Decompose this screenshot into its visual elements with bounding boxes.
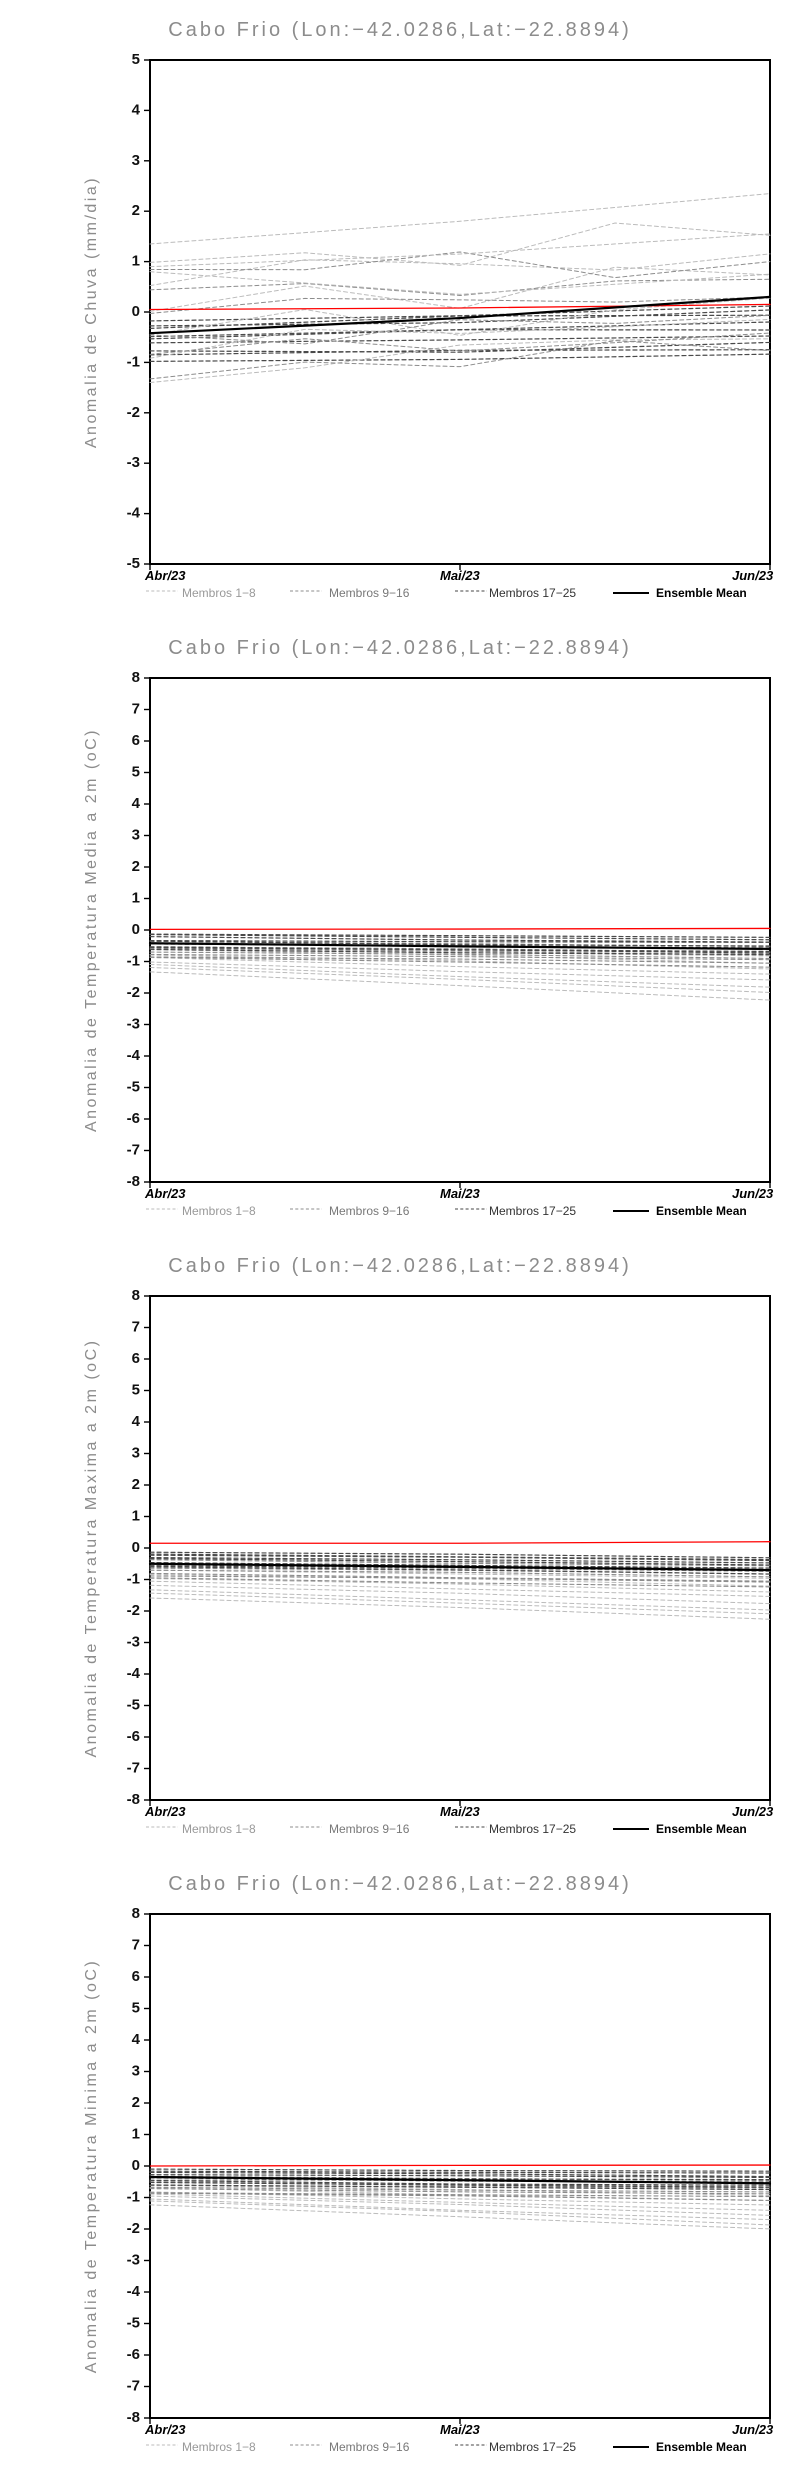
svg-text:6: 6 — [132, 1968, 140, 1985]
svg-text:7: 7 — [132, 1318, 140, 1335]
svg-text:1: 1 — [132, 1507, 140, 1524]
svg-text:-6: -6 — [127, 1110, 140, 1127]
svg-text:2: 2 — [132, 858, 140, 875]
svg-text:0: 0 — [132, 2157, 140, 2174]
svg-text:-6: -6 — [127, 2346, 140, 2363]
svg-text:8: 8 — [132, 1905, 140, 1922]
svg-text:-6: -6 — [127, 1728, 140, 1745]
svg-text:2: 2 — [132, 1476, 140, 1493]
svg-text:4: 4 — [132, 795, 141, 812]
svg-text:-2: -2 — [127, 2220, 140, 2237]
svg-text:-5: -5 — [127, 2314, 140, 2331]
svg-text:-2: -2 — [127, 1602, 140, 1619]
svg-text:-3: -3 — [127, 454, 140, 471]
svg-text:5: 5 — [132, 1999, 140, 2016]
svg-text:-2: -2 — [127, 984, 140, 1001]
svg-text:2: 2 — [132, 2094, 140, 2111]
svg-text:3: 3 — [132, 152, 140, 169]
svg-text:0: 0 — [132, 303, 140, 320]
svg-text:8: 8 — [132, 1287, 140, 1304]
svg-text:-5: -5 — [127, 555, 140, 572]
svg-text:-1: -1 — [127, 1570, 140, 1587]
svg-text:5: 5 — [132, 1381, 140, 1398]
svg-text:-7: -7 — [127, 2377, 140, 2394]
svg-text:-8: -8 — [127, 2409, 140, 2426]
svg-text:-3: -3 — [127, 1015, 140, 1032]
svg-text:4: 4 — [132, 1413, 141, 1430]
svg-text:2: 2 — [132, 202, 140, 219]
svg-text:5: 5 — [132, 51, 140, 68]
svg-text:3: 3 — [132, 1444, 140, 1461]
svg-text:4: 4 — [132, 2031, 141, 2048]
svg-text:-4: -4 — [127, 2283, 141, 2300]
svg-text:8: 8 — [132, 669, 140, 686]
svg-text:3: 3 — [132, 826, 140, 843]
svg-text:-7: -7 — [127, 1141, 140, 1158]
svg-text:5: 5 — [132, 763, 140, 780]
svg-text:-5: -5 — [127, 1696, 140, 1713]
svg-text:1: 1 — [132, 2125, 140, 2142]
svg-text:0: 0 — [132, 1539, 140, 1556]
svg-text:4: 4 — [132, 101, 141, 118]
svg-text:-5: -5 — [127, 1078, 140, 1095]
svg-text:7: 7 — [132, 1936, 140, 1953]
svg-text:1: 1 — [132, 253, 140, 270]
svg-text:-4: -4 — [127, 1047, 141, 1064]
svg-text:7: 7 — [132, 700, 140, 717]
svg-text:-4: -4 — [127, 1665, 141, 1682]
svg-text:-3: -3 — [127, 1633, 140, 1650]
svg-text:6: 6 — [132, 1350, 140, 1367]
svg-text:1: 1 — [132, 889, 140, 906]
svg-text:-4: -4 — [127, 505, 141, 522]
svg-text:-3: -3 — [127, 2251, 140, 2268]
svg-text:-7: -7 — [127, 1759, 140, 1776]
svg-text:-1: -1 — [127, 2188, 140, 2205]
svg-text:-1: -1 — [127, 952, 140, 969]
svg-text:-8: -8 — [127, 1173, 140, 1190]
svg-text:-1: -1 — [127, 353, 140, 370]
svg-text:6: 6 — [132, 732, 140, 749]
svg-text:-2: -2 — [127, 404, 140, 421]
svg-text:0: 0 — [132, 921, 140, 938]
svg-text:-8: -8 — [127, 1791, 140, 1808]
svg-text:3: 3 — [132, 2062, 140, 2079]
